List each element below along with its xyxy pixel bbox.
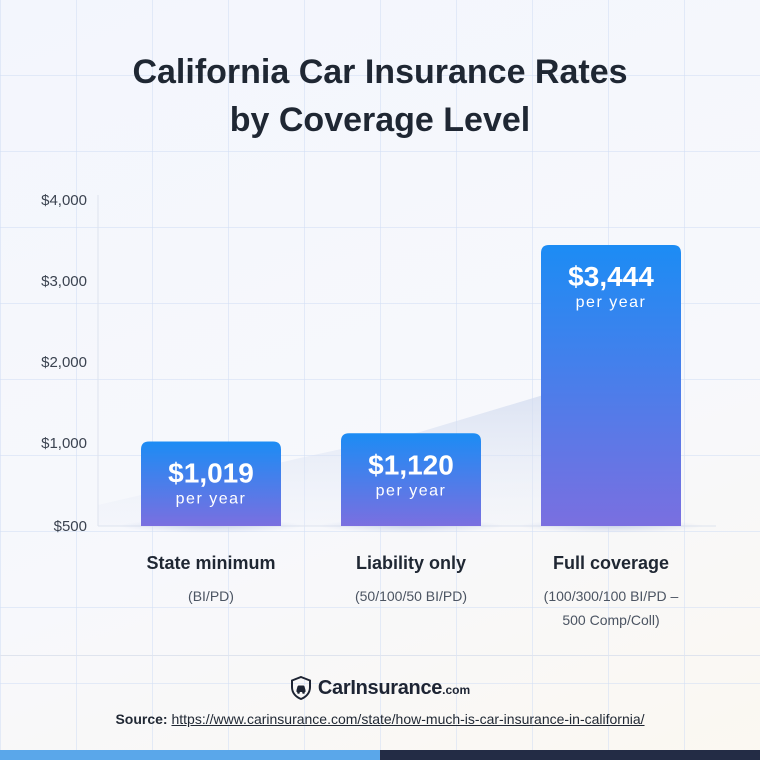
category-subtitle: (100/300/100 BI/PD – (543, 588, 679, 604)
footer-bar-right (380, 750, 760, 760)
shield-car-icon (290, 676, 311, 700)
category: State minimum (BI/PD) (101, 553, 321, 608)
brand-name: CarInsurance (317, 676, 443, 699)
bar-value-label: $1,120 (368, 449, 454, 480)
y-tick-label: $2,000 (41, 354, 87, 371)
bar (141, 441, 281, 526)
footer-bar-left (0, 750, 380, 760)
source-label: Source: (115, 711, 168, 727)
y-tick-label: $3,000 (41, 273, 87, 290)
y-tick-label: $500 (54, 518, 87, 535)
category: Full coverage (100/300/100 BI/PD – 500 Com… (501, 553, 721, 632)
category-label: State minimum (146, 553, 276, 573)
category-subtitle: 500 Comp/Coll) (562, 612, 660, 628)
title-line-2: by Coverage Level (229, 101, 531, 139)
bar-value-label: $1,019 (168, 457, 254, 488)
category: Liability only (50/100/50 BI/PD) (301, 553, 521, 608)
source-line: Source: https://www.carinsurance.com/sta… (0, 711, 760, 727)
page-title: California Car Insurance Rates by Covera… (0, 48, 760, 144)
category-label: Full coverage (552, 553, 670, 573)
y-tick-label: $1,000 (41, 435, 87, 452)
category-subtitle: (50/100/50 BI/PD) (354, 588, 468, 604)
bar (341, 433, 481, 526)
y-tick-label: $4,000 (41, 192, 87, 209)
brand-suffix: .com (442, 682, 471, 697)
bar-unit-label: per year (176, 490, 247, 507)
bar-value-label: $3,444 (568, 261, 654, 292)
category-subtitle: (BI/PD) (188, 588, 234, 604)
bar-unit-label: per year (576, 294, 647, 311)
source-link[interactable]: https://www.carinsurance.com/state/how-m… (171, 711, 645, 727)
bar (541, 245, 681, 526)
divider (0, 655, 760, 656)
title-line-1: California Car Insurance Rates (132, 53, 628, 91)
category-label: Liability only (355, 553, 466, 573)
brand-logo: CarInsurance.com (0, 676, 760, 700)
bar-unit-label: per year (376, 482, 447, 499)
